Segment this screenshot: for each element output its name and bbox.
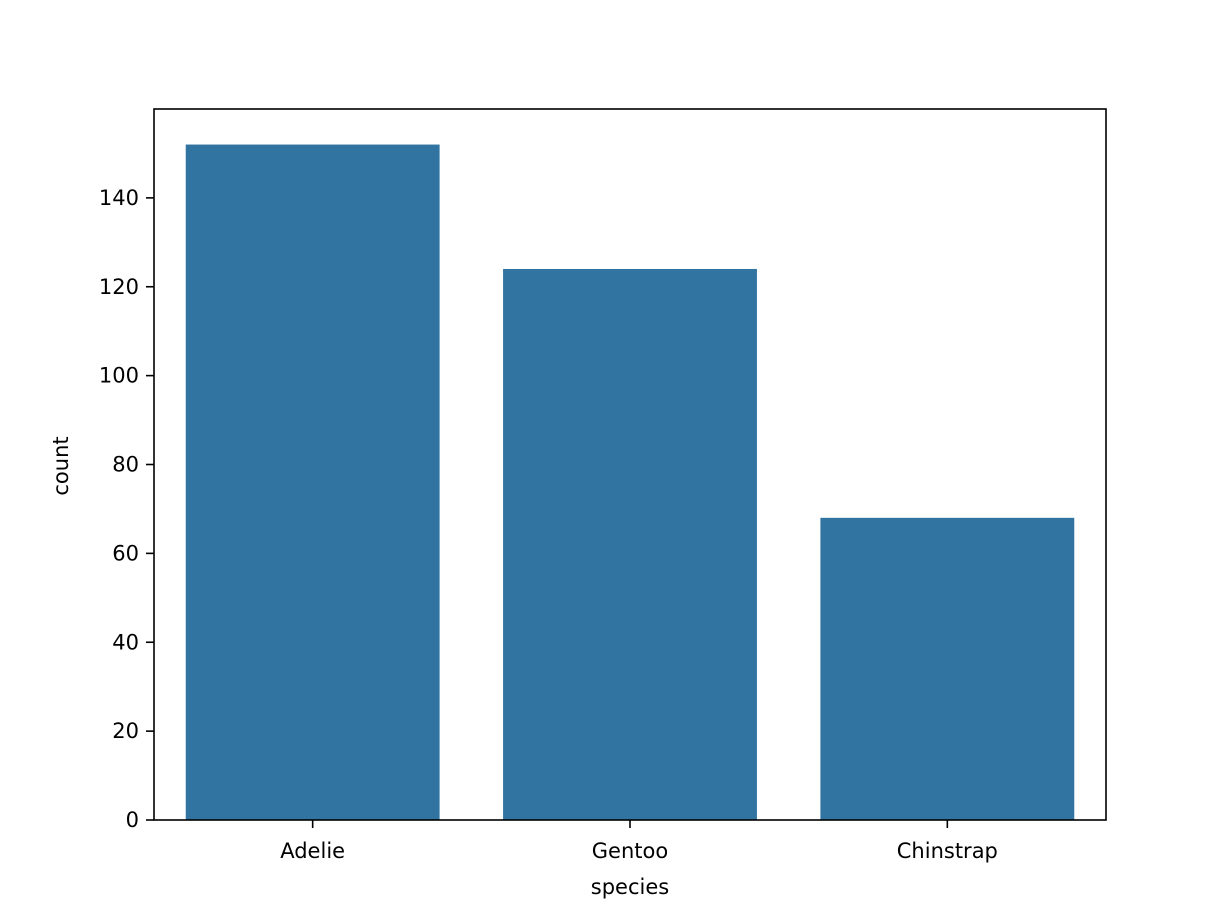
x-tick-label: Chinstrap (897, 839, 998, 863)
y-tick-label: 100 (99, 364, 139, 388)
bar-adelie (185, 144, 440, 821)
bar-gentoo (503, 268, 757, 821)
y-tick-label: 120 (99, 275, 139, 299)
x-axis-label: species (591, 875, 669, 899)
x-axis-ticks: Adelie Gentoo Chinstrap (280, 820, 998, 863)
y-axis-ticks: 0 20 40 60 80 100 120 140 (99, 186, 154, 832)
y-axis-label: count (49, 436, 73, 495)
y-tick-label: 40 (112, 630, 139, 654)
y-tick-label: 60 (112, 541, 139, 565)
x-tick-label: Gentoo (592, 839, 668, 863)
y-tick-label: 140 (99, 186, 139, 210)
bar-chinstrap (820, 517, 1075, 820)
bars-group (185, 144, 1075, 821)
y-tick-label: 20 (112, 719, 139, 743)
x-tick-label: Adelie (280, 839, 345, 863)
y-tick-label: 0 (126, 808, 139, 832)
y-tick-label: 80 (112, 453, 139, 477)
plot-frame (153, 108, 1107, 821)
